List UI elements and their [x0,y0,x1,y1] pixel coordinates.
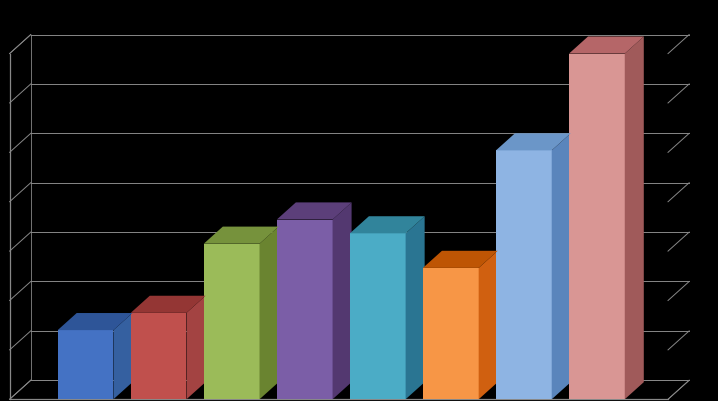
Polygon shape [625,36,644,399]
Polygon shape [350,216,424,233]
Polygon shape [131,313,187,399]
Polygon shape [204,227,279,244]
Polygon shape [350,233,406,399]
Polygon shape [479,251,498,399]
Polygon shape [57,313,132,330]
Polygon shape [551,133,571,399]
Polygon shape [277,203,352,219]
Polygon shape [406,216,424,399]
Polygon shape [277,219,332,399]
Polygon shape [57,330,113,399]
Polygon shape [187,296,205,399]
Polygon shape [332,203,352,399]
Polygon shape [204,244,259,399]
Polygon shape [423,268,479,399]
Polygon shape [496,150,551,399]
Polygon shape [131,296,205,313]
Polygon shape [496,133,571,150]
Polygon shape [569,54,625,399]
Polygon shape [569,36,644,54]
Polygon shape [423,251,498,268]
Polygon shape [113,313,132,399]
Polygon shape [259,227,279,399]
